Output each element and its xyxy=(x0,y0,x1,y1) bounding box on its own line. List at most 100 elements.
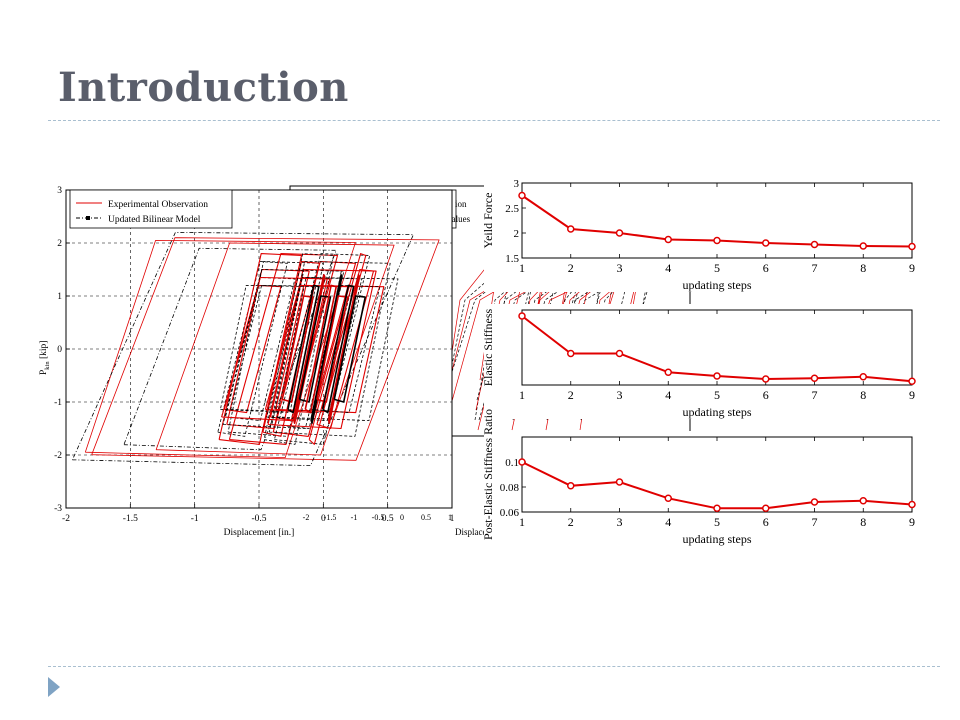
main-x-tick-label: -1.5 xyxy=(123,514,138,524)
yield-force-y-tick-label: 2.5 xyxy=(505,203,519,215)
bilinear-loop xyxy=(298,295,332,403)
main-x-tick-label: -0.5 xyxy=(251,514,266,524)
experimental-loop xyxy=(304,284,337,414)
post-elastic-ratio-x-tick-label: 7 xyxy=(812,515,818,529)
elastic-stiffness-x-tick-label: 4 xyxy=(665,388,671,402)
yield-force-y-tick-label: 2 xyxy=(514,228,520,240)
post-elastic-ratio-x-tick-label: 4 xyxy=(665,515,671,529)
back-x-tick-label: -0.5 xyxy=(372,513,385,522)
yield-force-x-tick-label: 7 xyxy=(812,261,818,275)
title-divider xyxy=(48,120,940,121)
main-y-tick-label: 1 xyxy=(57,292,62,302)
experimental-loop xyxy=(221,276,331,422)
post-elastic-ratio-x-axis-label: updating steps xyxy=(683,532,752,546)
legend-label-bilinear: Updated Bilinear Model xyxy=(108,215,201,225)
elastic-stiffness-x-axis-label: updating steps xyxy=(683,405,752,419)
elastic-stiffness-x-tick-label: 2 xyxy=(568,388,574,402)
yield-force-x-axis-label: updating steps xyxy=(683,278,752,292)
bilinear-loop xyxy=(227,261,324,437)
experimental-loop xyxy=(262,260,321,437)
yield-force-data-point xyxy=(713,236,721,245)
yield-force-data-point xyxy=(664,235,672,244)
bilinear-loop xyxy=(310,274,343,424)
footer-divider xyxy=(48,666,940,667)
post-elastic-ratio-data-point xyxy=(664,494,672,502)
experimental-loop xyxy=(281,295,314,403)
elastic-stiffness-x-tick-label: 7 xyxy=(812,388,818,402)
bilinear-loop xyxy=(263,253,334,445)
elastic-stiffness-data-point xyxy=(908,377,916,385)
back-hysteresis-loop xyxy=(440,257,514,421)
elastic-stiffness-data-point xyxy=(664,368,672,376)
main-x-tick-label: 0 xyxy=(321,514,326,524)
elastic-stiffness-y-axis-label: Elastic Stiffness xyxy=(481,308,495,386)
back-x-tick-label: 0 xyxy=(400,513,404,522)
bilinear-loop xyxy=(310,285,381,413)
post-elastic-ratio-x-tick-label: 8 xyxy=(860,515,866,529)
post-elastic-ratio-data-point xyxy=(713,504,721,512)
yield-force-data-point xyxy=(859,242,867,250)
yield-force-x-tick-label: 6 xyxy=(763,261,769,275)
main-y-tick-label: 3 xyxy=(57,186,62,196)
yield-force-y-axis-label: Yeild Force xyxy=(481,193,495,249)
yield-force-data-point xyxy=(810,240,819,249)
back-x-tick-label: 1 xyxy=(448,513,452,522)
yield-force-data-point xyxy=(908,242,916,251)
legend-marker-bilinear xyxy=(86,216,90,220)
post-elastic-ratio-x-tick-label: 3 xyxy=(617,515,623,529)
post-elastic-ratio-data-point xyxy=(762,504,770,512)
main-legend: Experimental Observation Updated Bilinea… xyxy=(69,189,233,229)
main-y-tick-label: 2 xyxy=(57,239,62,249)
yield-force-panel: 1 2 3 4 5 6 7 8 9 1.5 2 2.5 3 updating steps Yeild For… xyxy=(481,177,920,292)
post-elastic-ratio-x-tick-label: 2 xyxy=(568,515,574,529)
yield-force-y-tick-label: 1.5 xyxy=(505,253,519,265)
slide-title: Introduction xyxy=(58,64,349,111)
bilinear-loop xyxy=(274,253,371,445)
post-elastic-ratio-y-tick-label: 0.08 xyxy=(500,482,520,494)
experimental-loop xyxy=(292,274,326,424)
post-elastic-ratio-x-tick-label: 9 xyxy=(909,515,915,529)
elastic-stiffness-x-tick-label: 9 xyxy=(909,388,915,402)
main-x-tick-label: 1 xyxy=(450,514,455,524)
yield-force-frame xyxy=(521,182,913,259)
post-elastic-ratio-y-tick-label: 0.1 xyxy=(505,457,519,469)
main-x-axis-label: Displacement [in.] xyxy=(224,528,295,538)
bilinear-loop xyxy=(266,277,363,421)
post-elastic-ratio-y-axis-label: Post-Elastic Stiffness Ratio xyxy=(481,409,495,540)
bilinear-loop xyxy=(287,284,320,414)
elastic-stiffness-x-tick-label: 6 xyxy=(763,388,769,402)
experimental-loop xyxy=(155,242,395,456)
back-x-tick-label: -1.5 xyxy=(324,513,337,522)
post-elastic-ratio-x-tick-label: 1 xyxy=(519,515,525,529)
elastic-stiffness-data-point xyxy=(859,373,867,381)
post-elastic-ratio-data-point xyxy=(567,482,575,490)
post-elastic-ratio-data-point xyxy=(859,497,867,505)
main-y-tick-label: -2 xyxy=(54,451,62,461)
yield-force-data-point xyxy=(762,239,770,247)
bilinear-loop xyxy=(276,277,399,421)
main-x-tick-label: -2 xyxy=(62,514,70,524)
yield-force-x-tick-label: 4 xyxy=(665,261,671,275)
experimental-loop xyxy=(316,295,349,403)
post-elastic-ratio-x-tick-label: 5 xyxy=(714,515,720,529)
yield-force-x-tick-label: 1 xyxy=(519,261,525,275)
main-legend-box xyxy=(69,189,233,229)
post-elastic-ratio-data-point xyxy=(518,458,526,466)
elastic-stiffness-x-tick-label: 1 xyxy=(519,388,525,402)
main-y-tick-label: 0 xyxy=(57,345,62,355)
elastic-stiffness-data-point xyxy=(615,349,624,358)
elastic-stiffness-data-point xyxy=(762,375,770,383)
elastic-stiffness-x-tick-label: 8 xyxy=(860,388,866,402)
experimental-loop xyxy=(327,274,361,424)
bilinear-loop xyxy=(72,232,414,466)
bilinear-loop xyxy=(268,261,391,437)
elastic-stiffness-panel: 1 2 3 4 5 6 7 8 9 updating steps Elastic Stiffness xyxy=(481,304,920,419)
experimental-loop xyxy=(228,253,339,445)
main-hysteresis-curves xyxy=(72,232,440,466)
yield-force-x-tick-label: 2 xyxy=(568,261,574,275)
yield-force-data-point xyxy=(615,229,624,237)
yield-force-x-tick-label: 9 xyxy=(909,261,915,275)
back-legend-fragment-1: ion xyxy=(455,199,467,209)
main-y-tick-label: -1 xyxy=(54,398,62,408)
